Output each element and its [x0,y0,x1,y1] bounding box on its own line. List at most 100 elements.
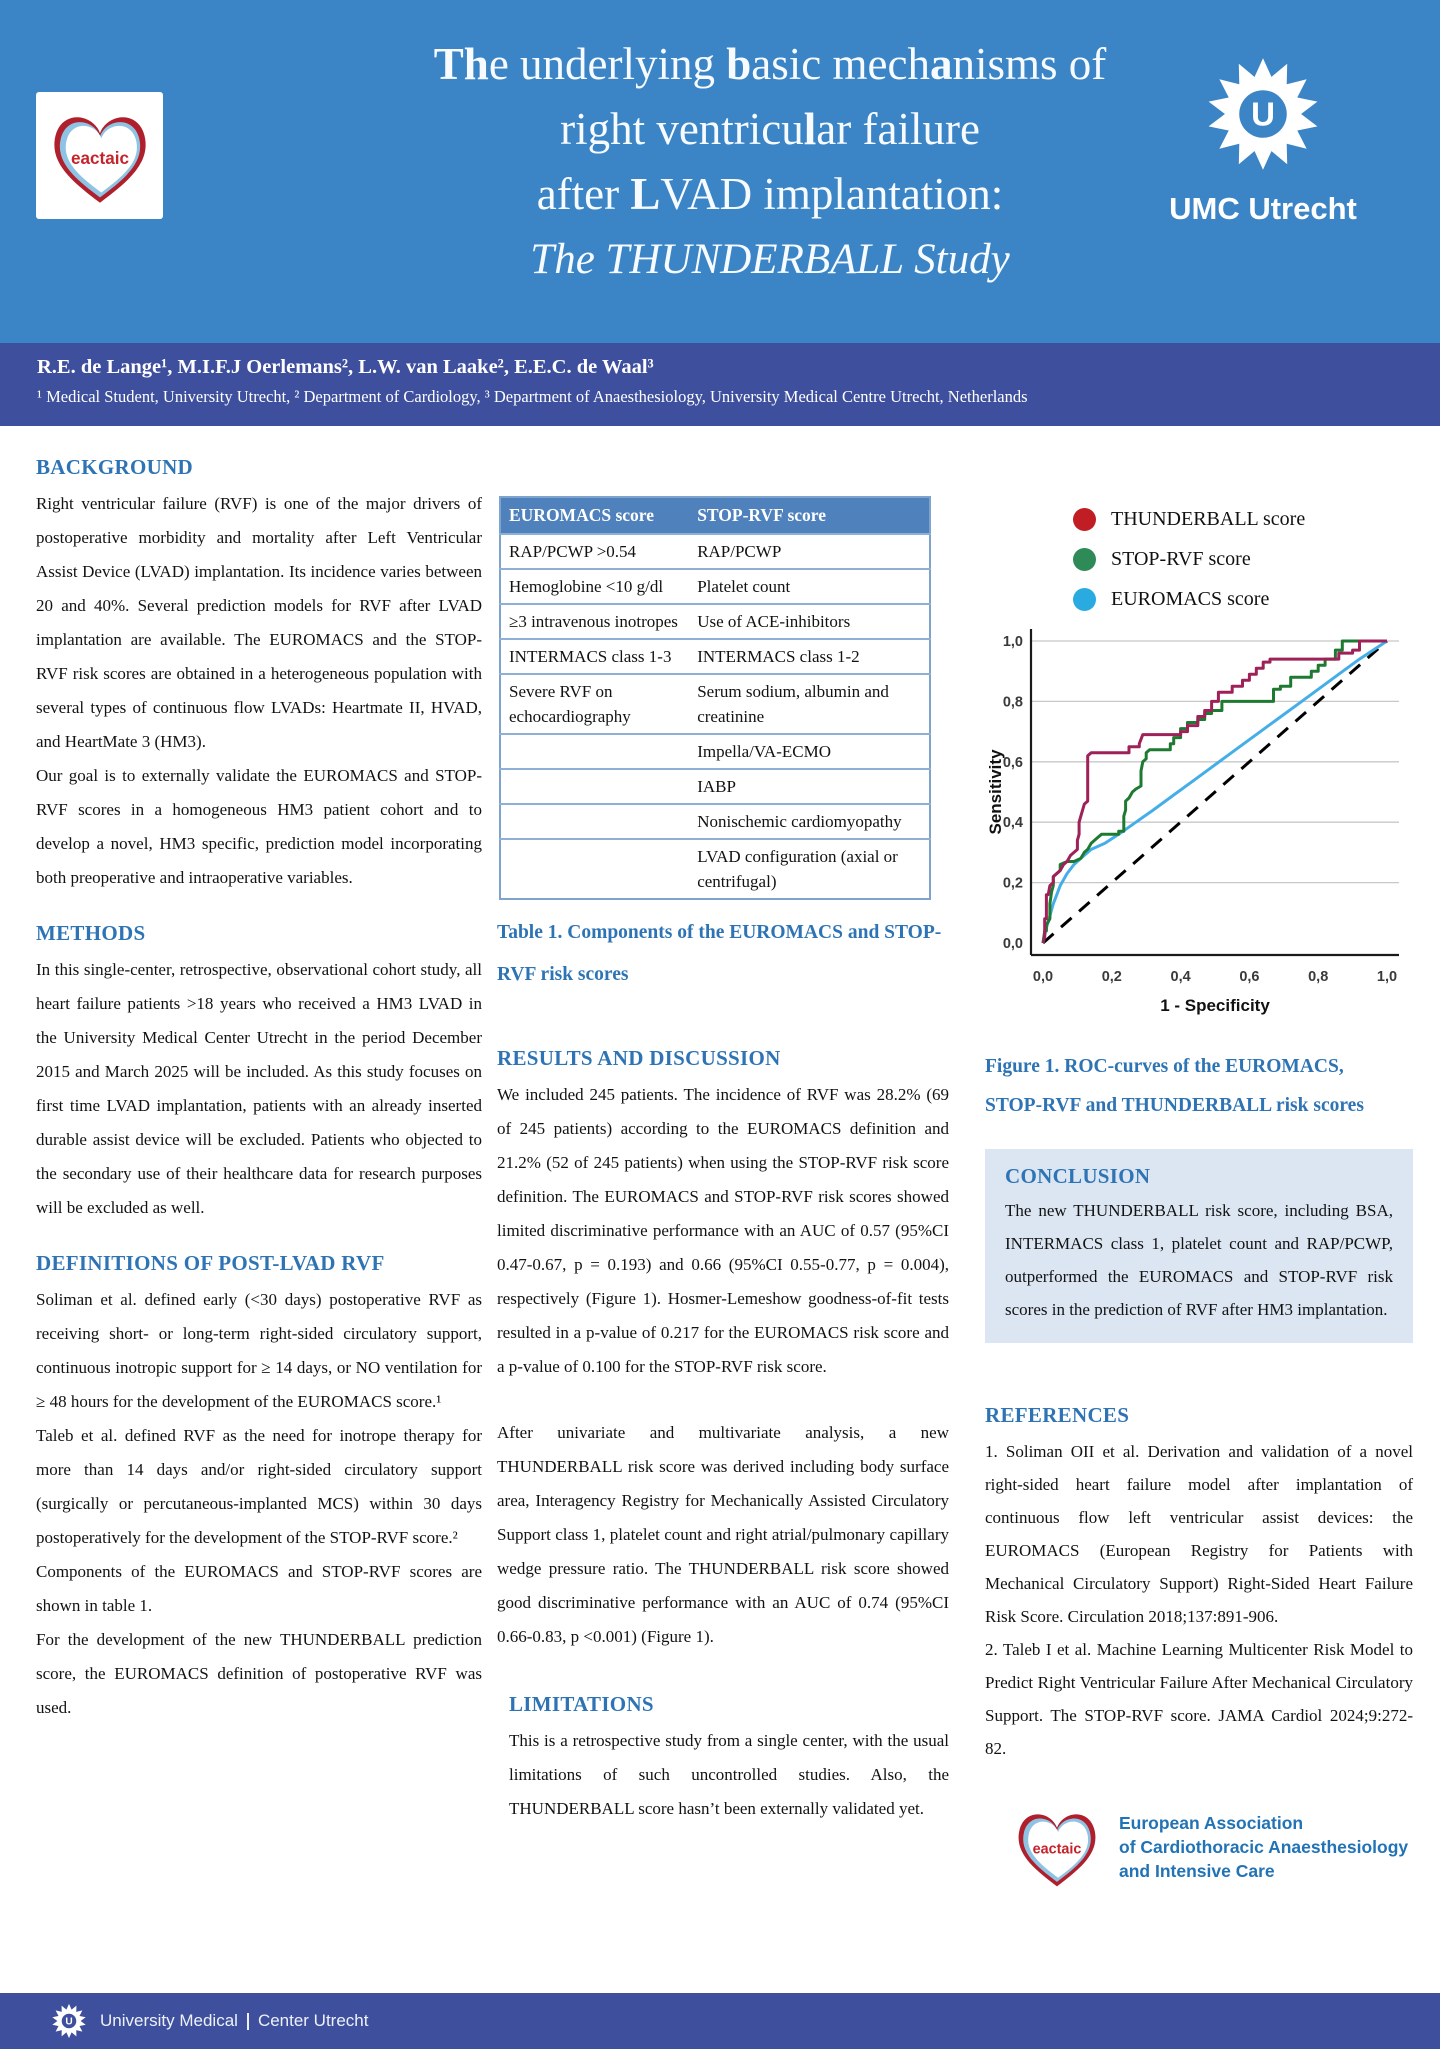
legend-label: EUROMACS score [1111,587,1270,610]
eactaic-heart-icon: eactaic [1018,1814,1096,1887]
section-heading-background: BACKGROUND [36,455,194,479]
table-header-cell: EUROMACS score [500,497,690,534]
chart-legend: THUNDERBALL score STOP-RVF score EUROMACS … [1073,499,1413,619]
table-row: Impella/VA-ECMO [500,733,930,769]
legend-label: STOP-RVF score [1111,547,1251,570]
section-heading-definitions: DEFINITIONS OF POST-LVAD RVF [36,1251,385,1275]
poster-title-line: right ventricular failure [560,104,980,154]
paragraph: We included 245 patients. The incidence … [497,1085,949,1376]
column-left: BACKGROUND Right ventricular failure (RV… [36,455,482,1725]
paragraph: 2. Taleb I et al. Machine Learning Multi… [985,1640,1413,1758]
table1-block: EUROMACS score STOP-RVF score RAP/PCWP >0.… [497,496,949,996]
svg-text:0,4: 0,4 [1003,815,1023,831]
table-cell: RAP/PCWP [689,533,930,569]
section-heading-limitations: LIMITATIONS [509,1692,654,1716]
paragraph: Soliman et al. defined early (<30 days) … [36,1290,482,1411]
svg-text:0,8: 0,8 [1308,969,1328,985]
table-row: RAP/PCWP >0.54 RAP/PCWP [500,533,930,569]
svg-text:U: U [1251,96,1275,133]
table-row: IABP [500,768,930,804]
section-methods: METHODS In this single-center, retrospec… [36,921,482,1225]
table-cell: Severe RVF on echocardiography [500,673,690,734]
header-band: eactaic The underlying basic mechanisms … [0,0,1440,343]
paragraph: After univariate and multivariate analys… [497,1423,949,1646]
conclusion-box: CONCLUSION The new THUNDERBALL risk scor… [985,1149,1413,1343]
legend-item: STOP-RVF score [1073,539,1413,579]
table-cell: Use of ACE-inhibitors [689,603,930,639]
svg-text:0,6: 0,6 [1003,755,1023,771]
table-cell: Serum sodium, albumin and creatinine [689,673,930,734]
paragraph: Right ventricular failure (RVF) is one o… [36,494,482,751]
svg-text:0,2: 0,2 [1102,969,1122,985]
authors-band: R.E. de Lange¹, M.I.F.J Oerlemans², L.W.… [0,343,1440,426]
legend-item: EUROMACS score [1073,579,1413,619]
legend-dot-icon [1073,507,1096,531]
paragraph: The new THUNDERBALL risk score, includin… [1005,1201,1393,1319]
footer-text-left: University Medical [100,2011,238,2030]
section-definitions: DEFINITIONS OF POST-LVAD RVF Soliman et … [36,1251,482,1725]
poster-title: The underlying basic mechanisms of right … [260,32,1280,292]
legend-dot-icon [1073,587,1096,611]
eactaic-heart-icon: eactaic [53,116,146,203]
poster-title-line: The THUNDERBALL Study [530,236,1010,283]
section-heading-methods: METHODS [36,921,146,945]
column-right: THUNDERBALL score STOP-RVF score EUROMACS … [985,455,1413,1895]
table-row: Hemoglobine <10 g/dl Platelet count [500,568,930,604]
roc-curve-chart: 0,0 0,2 0,4 0,6 0,8 1,0 0,0 0,2 0,4 0,6 0,8 1,0 Sens… [986,629,1399,1015]
column-middle: EUROMACS score STOP-RVF score RAP/PCWP >0.… [497,455,949,1826]
table-row: LVAD configuration (axial or centrifugal… [500,838,930,899]
poster-title-line: The underlying basic mechanisms of [433,39,1107,89]
table-cell: Impella/VA-ECMO [689,733,930,769]
svg-text:1 - Specificity: 1 - Specificity [1160,996,1270,1015]
svg-text:0,6: 0,6 [1239,969,1259,985]
eactaic-association-block: eactaic European Association of Cardiotho… [1009,1799,1413,1895]
footer-divider [246,2012,249,2030]
umc-sun-icon: U [1208,58,1318,170]
svg-text:0,2: 0,2 [1003,876,1023,892]
association-text-line: of Cardiothoracic Anaesthesiology [1119,1837,1409,1857]
table-cell: Platelet count [689,568,930,604]
umc-logo-text: UMC Utrecht [1169,191,1357,226]
results-text: We included 245 patients. The incidence … [497,1078,949,1654]
umc-utrecht-logo: U UMC Utrecht [1138,52,1388,227]
svg-text:0,0: 0,0 [1003,936,1023,952]
footer-text: University Medical Center Utrecht [100,2011,368,2031]
definitions-text: Soliman et al. defined early (<30 days) … [36,1283,482,1725]
paragraph: Our goal is to externally validate the E… [36,766,482,887]
references-text: 1. Soliman OII et al. Derivation and val… [985,1435,1413,1765]
table1-scores: EUROMACS score STOP-RVF score RAP/PCWP >0.… [499,496,931,900]
paragraph: Taleb et al. defined RVF as the need for… [36,1426,482,1547]
section-heading-references: REFERENCES [985,1403,1130,1427]
table-cell: Nonischemic cardiomyopathy [689,803,930,839]
table-header-cell: STOP-RVF score [689,497,930,534]
table-row: Severe RVF on echocardiography Serum sodi… [500,673,930,734]
background-text: Right ventricular failure (RVF) is one o… [36,487,482,895]
svg-text:U: U [65,2016,72,2027]
svg-text:1,0: 1,0 [1377,969,1397,985]
table-cell: Hemoglobine <10 g/dl [500,568,690,604]
table-cell: LVAD configuration (axial or centrifugal… [689,838,930,899]
table-cell: INTERMACS class 1-3 [500,638,690,674]
affiliations-line: ¹ Medical Student, University Utrecht, ²… [37,387,1028,406]
section-heading-conclusion: CONCLUSION [1005,1164,1151,1188]
footer-band: U University Medical Center Utrecht [0,1993,1440,2049]
paragraph: 1. Soliman OII et al. Derivation and val… [985,1442,1413,1626]
limitations-text: This is a retrospective study from a sin… [509,1724,949,1826]
svg-text:eactaic: eactaic [1033,1842,1082,1858]
table-cell [500,768,690,804]
table-cell [500,803,690,839]
legend-item: THUNDERBALL score [1073,499,1413,539]
paragraph: For the development of the new THUNDERBA… [36,1630,482,1717]
section-limitations: LIMITATIONS This is a retrospective stud… [497,1692,949,1826]
paragraph: In this single-center, retrospective, ob… [36,960,482,1217]
table-row: Nonischemic cardiomyopathy [500,803,930,839]
svg-text:1,0: 1,0 [1003,634,1023,650]
paragraph: Components of the EUROMACS and STOP-RVF … [36,1562,482,1615]
svg-text:0,4: 0,4 [1171,969,1191,985]
eactaic-logo: eactaic [36,92,163,219]
authors-line: R.E. de Lange¹, M.I.F.J Oerlemans², L.W.… [37,356,654,378]
table-cell: ≥3 intravenous inotropes [500,603,690,639]
eactaic-association-text: European Association of Cardiothoracic An… [1119,1811,1408,1883]
table-cell [500,733,690,769]
